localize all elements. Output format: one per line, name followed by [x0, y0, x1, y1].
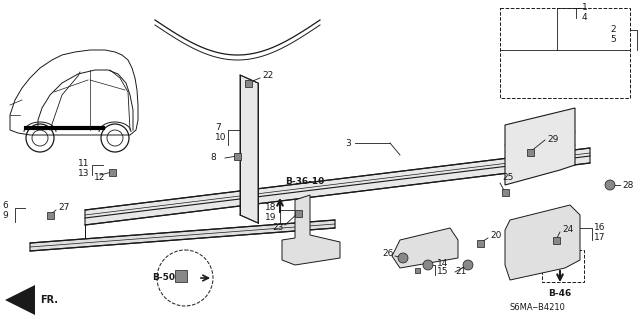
Bar	[477, 240, 483, 247]
Bar	[527, 149, 534, 155]
Polygon shape	[282, 195, 340, 265]
Bar	[552, 236, 559, 243]
Circle shape	[463, 260, 473, 270]
Circle shape	[605, 180, 615, 190]
Text: B-50: B-50	[152, 272, 175, 281]
Circle shape	[398, 253, 408, 263]
Bar	[234, 152, 241, 160]
Text: 23: 23	[272, 222, 284, 232]
Text: 7: 7	[215, 123, 221, 132]
Text: 21: 21	[455, 268, 467, 277]
Text: 11: 11	[78, 159, 90, 167]
Polygon shape	[85, 148, 590, 225]
Text: 24: 24	[562, 226, 573, 234]
Polygon shape	[392, 228, 458, 268]
Bar	[47, 211, 54, 219]
Text: 28: 28	[622, 181, 634, 189]
Text: 14: 14	[437, 258, 449, 268]
Bar	[244, 79, 252, 86]
Bar	[500, 8, 630, 98]
Text: 1: 1	[582, 4, 588, 12]
Text: B-36-10: B-36-10	[285, 177, 324, 187]
Bar	[175, 270, 187, 282]
Text: 26: 26	[382, 249, 394, 258]
Bar	[542, 250, 584, 282]
Text: 13: 13	[78, 168, 90, 177]
Text: 29: 29	[547, 135, 558, 144]
Bar	[109, 168, 115, 175]
Polygon shape	[30, 220, 335, 251]
Circle shape	[423, 260, 433, 270]
Polygon shape	[240, 75, 258, 223]
Text: 15: 15	[437, 268, 449, 277]
Text: 6: 6	[2, 202, 8, 211]
Text: 5: 5	[610, 35, 616, 44]
Text: 27: 27	[58, 203, 69, 211]
Polygon shape	[505, 205, 580, 280]
Bar	[502, 189, 509, 196]
Polygon shape	[5, 285, 35, 315]
Text: 22: 22	[262, 71, 273, 80]
Text: 19: 19	[265, 213, 276, 222]
Text: FR.: FR.	[40, 295, 58, 305]
Text: 18: 18	[265, 204, 276, 212]
Text: 12: 12	[94, 174, 106, 182]
Text: 25: 25	[502, 174, 513, 182]
Text: B-46: B-46	[548, 288, 572, 298]
Text: 16: 16	[594, 224, 605, 233]
Text: 10: 10	[215, 133, 227, 143]
Text: 3: 3	[345, 138, 351, 147]
Bar	[415, 268, 419, 272]
Polygon shape	[505, 108, 575, 185]
Text: 20: 20	[490, 232, 501, 241]
Text: 17: 17	[594, 234, 605, 242]
Text: 4: 4	[582, 13, 588, 23]
Bar	[294, 210, 301, 217]
Text: S6MA‒B4210: S6MA‒B4210	[510, 303, 566, 313]
Text: 9: 9	[2, 211, 8, 220]
Text: 2: 2	[610, 26, 616, 34]
Text: 8: 8	[210, 152, 216, 161]
